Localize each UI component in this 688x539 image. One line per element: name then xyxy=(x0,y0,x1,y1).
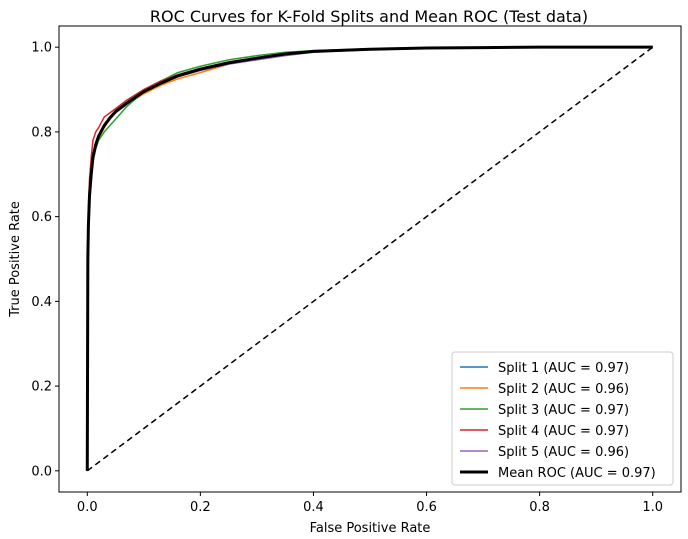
legend-entry-label: Split 1 (AUC = 0.97) xyxy=(498,361,629,376)
legend-entry-label: Split 2 (AUC = 0.96) xyxy=(498,382,629,397)
x-tick-label: 0.2 xyxy=(190,500,211,515)
x-axis-label: False Positive Rate xyxy=(310,521,431,536)
y-axis-ticks: 0.0 0.2 0.4 0.6 0.8 1.0 xyxy=(31,41,59,479)
x-tick-label: 0.0 xyxy=(77,500,98,515)
legend-entry-label: Split 4 (AUC = 0.97) xyxy=(498,424,629,439)
x-tick-label: 0.4 xyxy=(303,500,324,515)
x-axis-ticks: 0.0 0.2 0.4 0.6 0.8 1.0 xyxy=(77,492,663,515)
y-tick-label: 0.0 xyxy=(31,464,52,479)
legend-box xyxy=(451,351,674,486)
legend-items: Split 1 (AUC = 0.97) Split 2 (AUC = 0.96)… xyxy=(460,361,656,481)
x-tick-label: 0.6 xyxy=(416,500,437,515)
plot-area xyxy=(58,25,682,493)
legend-entry-label: Mean ROC (AUC = 0.97) xyxy=(498,466,656,481)
y-tick-label: 0.4 xyxy=(31,295,52,310)
y-tick-label: 0.2 xyxy=(31,380,52,395)
x-tick-label: 0.8 xyxy=(529,500,550,515)
reference-diagonal-line xyxy=(86,46,654,472)
y-axis-label: True Positive Rate xyxy=(8,201,23,318)
legend-entry-label: Split 5 (AUC = 0.96) xyxy=(498,445,629,460)
mean-roc-line xyxy=(85,45,653,471)
y-tick-label: 0.6 xyxy=(31,210,52,225)
chart-title: ROC Curves for K-Fold Splits and Mean RO… xyxy=(150,7,588,26)
axes-frame xyxy=(58,25,682,493)
y-tick-label: 0.8 xyxy=(31,125,52,140)
legend-entry-label: Split 3 (AUC = 0.97) xyxy=(498,403,629,418)
legend: Split 1 (AUC = 0.97) Split 2 (AUC = 0.96)… xyxy=(451,351,674,486)
x-tick-label: 1.0 xyxy=(642,500,663,515)
y-tick-label: 1.0 xyxy=(31,41,52,56)
series-group xyxy=(85,45,653,471)
